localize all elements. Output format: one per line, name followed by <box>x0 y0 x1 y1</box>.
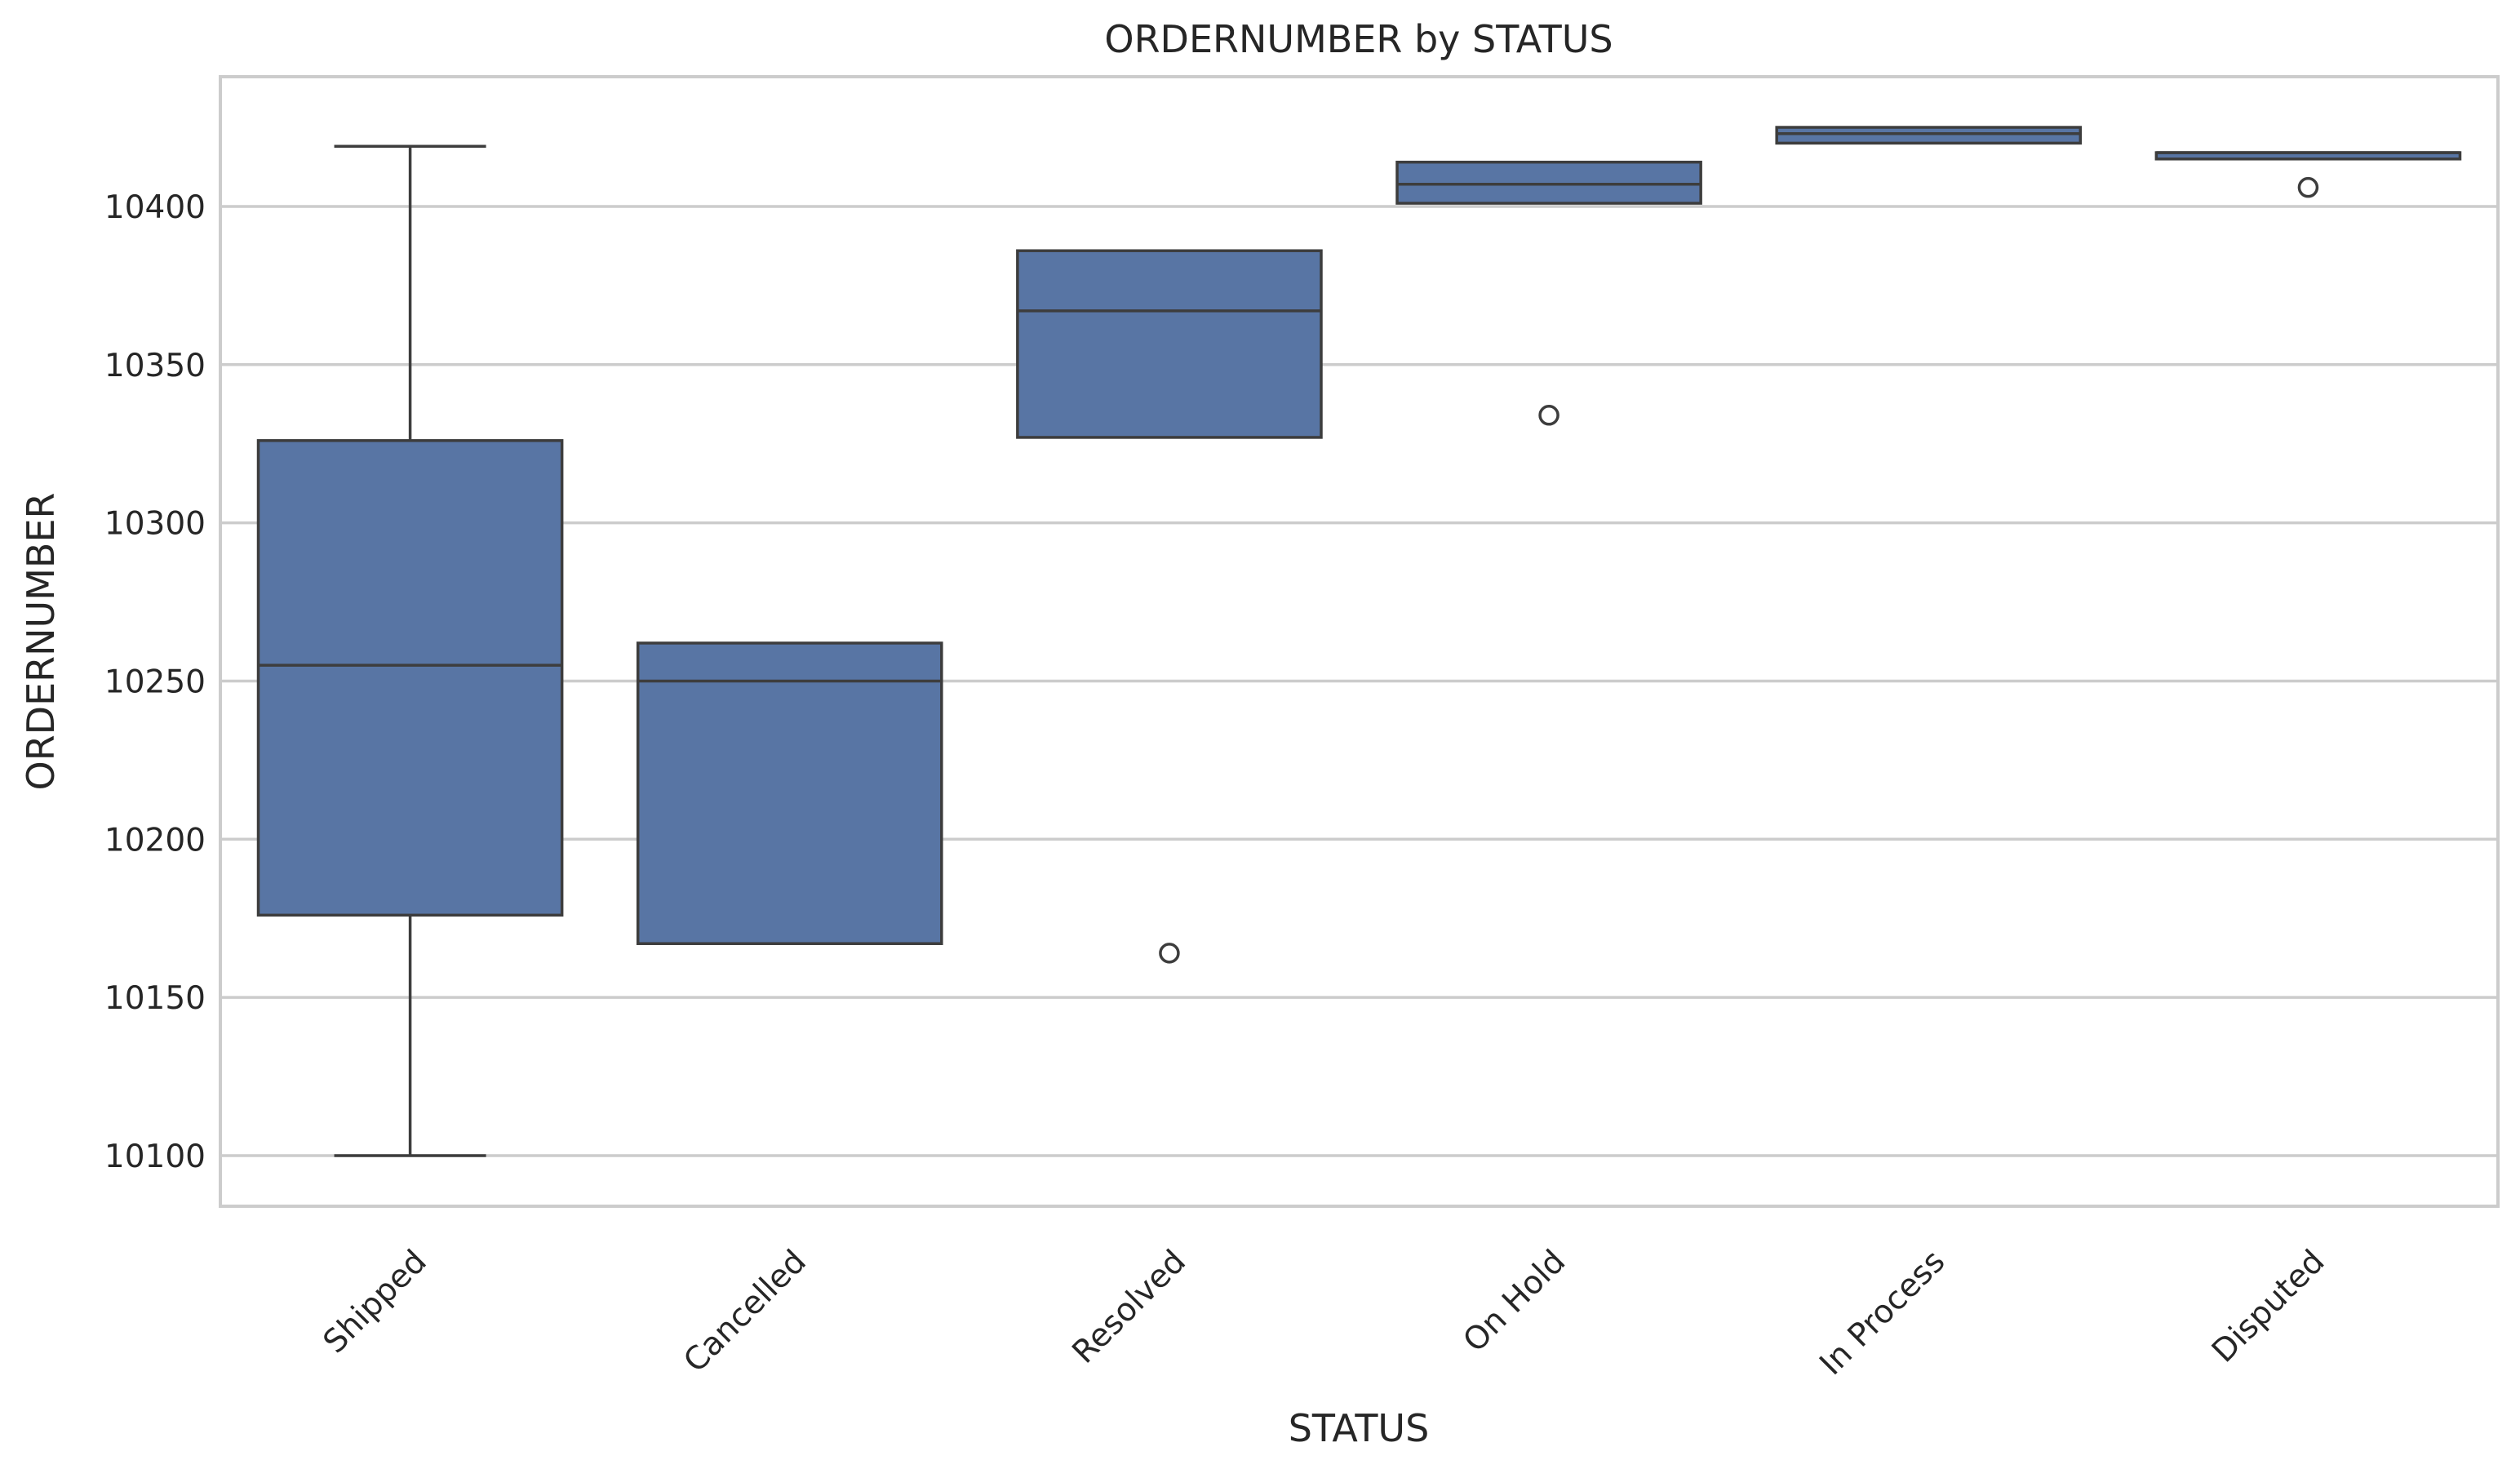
chart-title: ORDERNUMBER by STATUS <box>1104 17 1613 61</box>
y-tick-label: 10350 <box>104 348 206 384</box>
box-iqr <box>256 439 564 917</box>
box-group <box>2154 151 2462 198</box>
box-group <box>1775 126 2083 145</box>
box-group <box>1395 160 1702 426</box>
box-group <box>1016 249 1323 964</box>
grid-layer <box>220 205 2498 1157</box>
x-tick-label: In Process <box>1813 1243 1953 1383</box>
x-tick-labels: Shipped Cancelled Resolved On Hold In Proces… <box>317 1243 2332 1383</box>
x-tick-label: Resolved <box>1066 1243 1193 1370</box>
box-iqr <box>1775 126 2083 145</box>
y-tick-label: 10200 <box>104 822 206 859</box>
box-group <box>636 641 943 945</box>
x-tick-label: Disputed <box>2205 1243 2331 1369</box>
y-axis-label: ORDERNUMBER <box>19 493 63 791</box>
y-tick-label: 10100 <box>104 1138 206 1175</box>
y-tick-label: 10150 <box>104 980 206 1017</box>
box-iqr <box>1395 160 1702 205</box>
y-tick-label: 10250 <box>104 664 206 700</box>
box-group <box>256 144 564 1157</box>
plot-frame <box>219 75 2500 1208</box>
x-axis-label: STATUS <box>1289 1406 1430 1450</box>
outlier-point <box>1538 405 1559 426</box>
x-tick-label: Shipped <box>317 1243 434 1360</box>
box-iqr <box>636 641 943 945</box>
x-tick-label: On Hold <box>1457 1243 1573 1360</box>
y-tick-labels: 10100 10150 10200 10250 10300 10350 10400 <box>104 189 206 1175</box>
x-tick-label: Cancelled <box>677 1243 813 1379</box>
outlier-point <box>2297 176 2319 198</box>
outlier-point <box>1159 943 1180 964</box>
y-tick-label: 10300 <box>104 506 206 543</box>
box-iqr <box>1016 249 1323 439</box>
box-layer <box>256 126 2462 1157</box>
y-tick-label: 10400 <box>104 189 206 226</box>
